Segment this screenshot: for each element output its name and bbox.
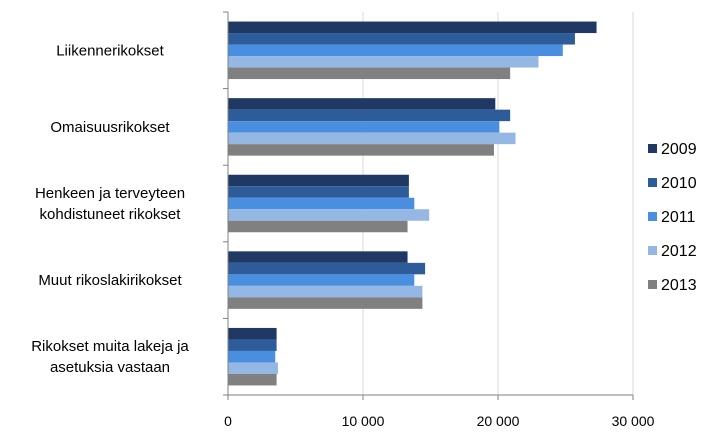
bar-4-2010	[228, 262, 426, 275]
bar-2-2011	[228, 121, 500, 133]
bar-4-2012	[228, 285, 423, 298]
bar-2-2010	[228, 109, 511, 122]
legend-swatch-2011	[648, 212, 657, 221]
bar-4-2011	[228, 274, 415, 286]
legend-label-2012: 2012	[661, 243, 697, 260]
category-label-5: Rikokset muita lakeja ja asetuksia vastaa…	[31, 338, 189, 376]
category-label-line: Liikennerikokset	[56, 42, 164, 59]
legend-label-2010: 2010	[661, 175, 697, 192]
bars	[228, 21, 597, 386]
category-label-line: Henkeen ja terveyteen	[35, 185, 185, 202]
bar-2-2012	[228, 132, 516, 145]
bar-5-2010	[228, 339, 277, 351]
bar-1-2009	[228, 21, 597, 34]
category-label-line: Rikokset muita lakeja ja	[31, 338, 189, 355]
bar-4-2013	[228, 297, 423, 309]
category-labels: Liikennerikokset Omaisuusrikokset Henkeen …	[31, 42, 189, 376]
category-label-3: Henkeen ja terveyteen kohdistuneet rikoks…	[35, 185, 185, 223]
category-label-line: asetuksia vastaan	[50, 359, 170, 376]
category-label-2: Omaisuusrikokset	[50, 119, 170, 136]
bar-4-2009	[228, 251, 408, 263]
bar-5-2009	[228, 327, 277, 340]
bar-1-2013	[228, 67, 511, 80]
category-label-1: Liikennerikokset	[56, 42, 164, 59]
bar-5-2013	[228, 373, 277, 386]
x-tick-label-10000: 10 000	[342, 413, 385, 429]
x-tick-label-0: 0	[224, 413, 232, 429]
legend-label-2011: 2011	[661, 209, 696, 226]
axes: 0 10 000 20 000 30 000	[223, 11, 655, 429]
x-tick-label-20000: 20 000	[477, 413, 520, 429]
category-label-line: kohdistuneet rikokset	[40, 206, 182, 223]
legend-swatch-2013	[648, 280, 657, 289]
legend-swatch-2010	[648, 178, 657, 187]
bar-3-2009	[228, 174, 409, 187]
bar-2-2009	[228, 98, 496, 110]
legend-label-2013: 2013	[661, 277, 697, 294]
bar-5-2011	[228, 350, 276, 363]
bar-2-2013	[228, 144, 494, 156]
legend-swatch-2009	[648, 144, 657, 153]
bar-1-2010	[228, 33, 575, 45]
bar-1-2011	[228, 44, 563, 57]
legend-swatch-2012	[648, 246, 657, 255]
category-label-line: Muut rikoslakirikokset	[38, 272, 182, 289]
bar-3-2013	[228, 220, 408, 233]
bar-3-2011	[228, 197, 415, 210]
legend-label-2009: 2009	[661, 141, 697, 158]
category-label-line: Omaisuusrikokset	[50, 119, 170, 136]
bar-5-2012	[228, 362, 278, 374]
x-tick-label-30000: 30 000	[612, 413, 655, 429]
bar-3-2010	[228, 186, 409, 198]
category-label-4: Muut rikoslakirikokset	[38, 272, 182, 289]
bar-3-2012	[228, 209, 430, 221]
bar-1-2012	[228, 56, 539, 68]
legend: 2009 2010 2011 2012 2013	[648, 141, 697, 294]
